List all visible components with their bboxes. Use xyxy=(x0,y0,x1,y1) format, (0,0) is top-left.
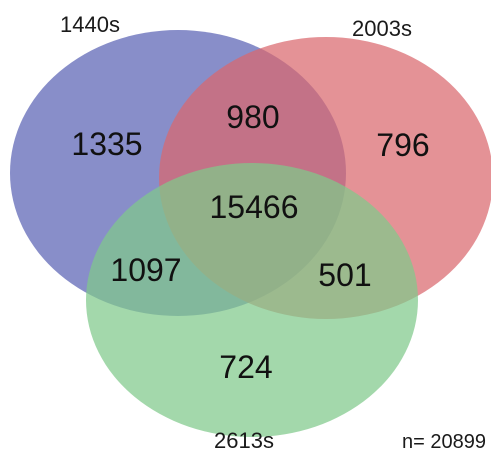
region-2003s-2613s: 501 xyxy=(318,257,371,293)
region-2613s-only: 724 xyxy=(219,349,272,385)
set-label-1440s: 1440s xyxy=(60,12,120,37)
region-1440s-2613s: 1097 xyxy=(110,252,181,288)
region-all-three: 15466 xyxy=(210,189,299,225)
region-1440s-2003s: 980 xyxy=(226,99,279,135)
set-label-2003s: 2003s xyxy=(352,16,412,41)
region-1440s-only: 1335 xyxy=(71,126,142,162)
region-2003s-only: 796 xyxy=(376,127,429,163)
set-2613s-circle xyxy=(86,163,418,437)
venn-circles xyxy=(10,30,491,437)
set-label-2613s: 2613s xyxy=(214,428,274,453)
total-count: n= 20899 xyxy=(402,431,486,453)
